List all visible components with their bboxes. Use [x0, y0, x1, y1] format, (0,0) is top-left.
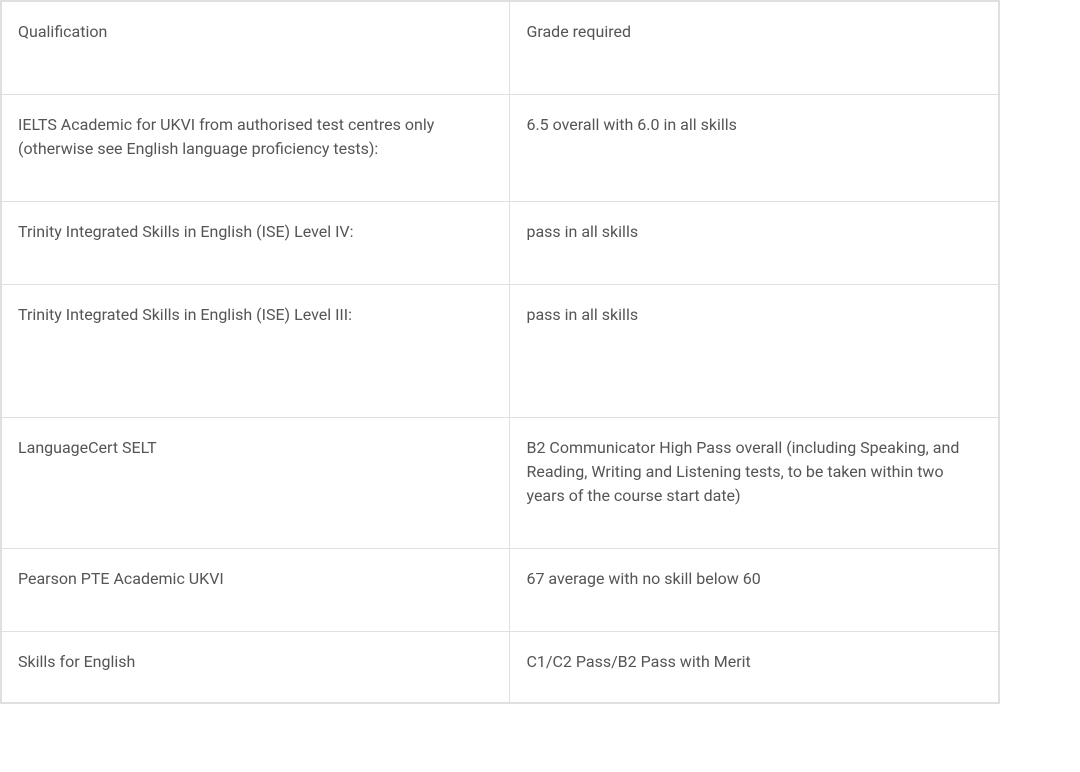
- qualification-cell: Pearson PTE Academic UKVI: [2, 549, 510, 632]
- table-header-row: Qualification Grade required: [2, 2, 999, 95]
- qualification-cell: Skills for English: [2, 632, 510, 703]
- grade-cell: B2 Communicator High Pass overall (inclu…: [510, 418, 999, 549]
- qualification-cell: Trinity Integrated Skills in English (IS…: [2, 285, 510, 418]
- qualifications-table-container: Qualification Grade required IELTS Acade…: [0, 0, 1000, 704]
- grade-cell: 67 average with no skill below 60: [510, 549, 999, 632]
- qualification-cell: IELTS Academic for UKVI from authorised …: [2, 95, 510, 202]
- table-row: Pearson PTE Academic UKVI 67 average wit…: [2, 549, 999, 632]
- grade-cell: pass in all skills: [510, 285, 999, 418]
- qualification-cell: Trinity Integrated Skills in English (IS…: [2, 202, 510, 285]
- grade-cell: 6.5 overall with 6.0 in all skills: [510, 95, 999, 202]
- table-row: IELTS Academic for UKVI from authorised …: [2, 95, 999, 202]
- table-row: Skills for English C1/C2 Pass/B2 Pass wi…: [2, 632, 999, 703]
- header-grade: Grade required: [510, 2, 999, 95]
- table-row: Trinity Integrated Skills in English (IS…: [2, 285, 999, 418]
- header-qualification: Qualification: [2, 2, 510, 95]
- table-row: Trinity Integrated Skills in English (IS…: [2, 202, 999, 285]
- qualification-cell: LanguageCert SELT: [2, 418, 510, 549]
- grade-cell: pass in all skills: [510, 202, 999, 285]
- grade-cell: C1/C2 Pass/B2 Pass with Merit: [510, 632, 999, 703]
- qualifications-table: Qualification Grade required IELTS Acade…: [1, 1, 999, 703]
- table-row: LanguageCert SELT B2 Communicator High P…: [2, 418, 999, 549]
